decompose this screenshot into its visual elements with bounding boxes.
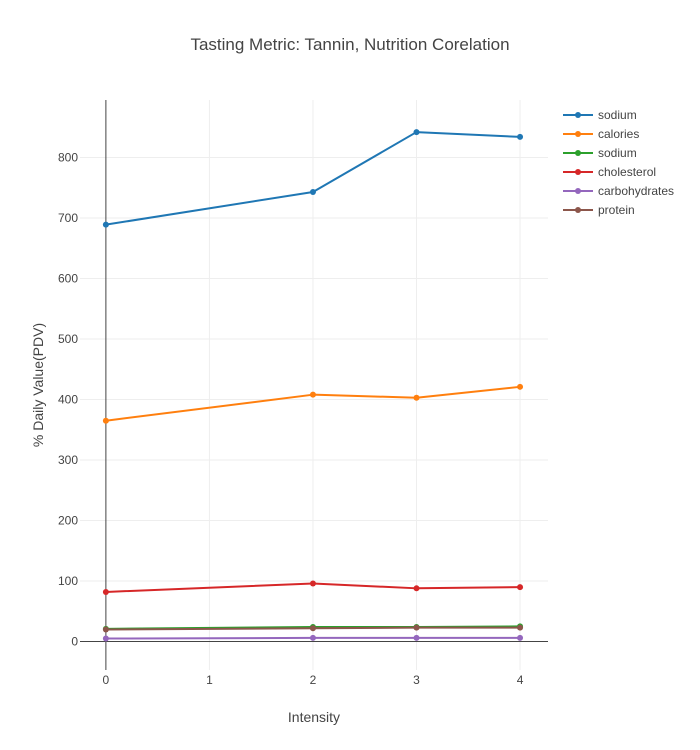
legend-swatch-marker <box>575 112 581 118</box>
grid <box>80 100 548 670</box>
data-point <box>413 624 420 631</box>
legend: sodium calories sodium cholesterol carbohydr… <box>563 108 674 217</box>
data-point <box>309 188 316 195</box>
x-tick-label: 0 <box>103 673 110 687</box>
series-carbohydrates <box>102 634 524 642</box>
legend-swatch-marker <box>575 207 581 213</box>
data-point <box>517 624 524 631</box>
legend-swatch-marker <box>575 150 581 156</box>
data-point <box>102 588 109 595</box>
series-line <box>105 385 521 422</box>
legend-label: protein <box>598 203 635 217</box>
data-point <box>413 394 420 401</box>
y-tick-label: 400 <box>58 393 78 407</box>
legend-item: cholesterol <box>563 165 656 179</box>
y-tick-label: 0 <box>71 635 78 649</box>
data-point <box>309 580 316 587</box>
legend-swatch-marker <box>575 131 581 137</box>
y-axis-title: % Daily Value(PDV) <box>30 323 46 447</box>
legend-item: carbohydrates <box>563 184 674 198</box>
data-point <box>517 383 524 390</box>
legend-swatch-marker <box>575 188 581 194</box>
legend-item: sodium <box>563 108 637 122</box>
series-sodium <box>102 129 524 228</box>
data-point <box>413 585 420 592</box>
y-tick-label: 800 <box>58 150 78 164</box>
data-point <box>309 634 316 641</box>
data-point <box>517 584 524 591</box>
y-tick-label: 200 <box>58 514 78 528</box>
data-point <box>102 626 109 633</box>
y-tick-label: 100 <box>58 574 78 588</box>
tick-labels: 0 100 200 300 400 500 600 700 800 0 1 2 3 4 <box>58 150 524 687</box>
series-cholesterol <box>102 580 524 595</box>
data-point <box>102 221 109 228</box>
x-tick-label: 2 <box>310 673 317 687</box>
data-point <box>517 133 524 140</box>
data-point <box>517 634 524 641</box>
legend-label: carbohydrates <box>598 184 674 198</box>
series-calories <box>102 383 524 424</box>
legend-item: calories <box>563 127 639 141</box>
legend-item: protein <box>563 203 635 217</box>
series-line <box>105 131 521 226</box>
series-protein <box>102 624 524 633</box>
axes <box>80 100 548 670</box>
y-tick-label: 500 <box>58 332 78 346</box>
y-tick-label: 700 <box>58 211 78 225</box>
x-axis-title: Intensity <box>288 709 340 725</box>
series-line <box>105 636 521 640</box>
data-point <box>413 129 420 136</box>
legend-swatch-marker <box>575 169 581 175</box>
legend-label: cholesterol <box>598 165 656 179</box>
legend-item: sodium <box>563 146 637 160</box>
y-tick-label: 300 <box>58 453 78 467</box>
data-point <box>102 417 109 424</box>
data-point <box>309 391 316 398</box>
legend-label: sodium <box>598 108 637 122</box>
x-tick-label: 4 <box>517 673 524 687</box>
data-point <box>413 634 420 641</box>
series-line <box>105 626 521 631</box>
y-tick-label: 600 <box>58 272 78 286</box>
x-tick-label: 1 <box>206 673 213 687</box>
x-tick-label: 3 <box>413 673 420 687</box>
series-layer <box>102 129 524 642</box>
legend-label: sodium <box>598 146 637 160</box>
series-line <box>105 582 521 593</box>
data-point <box>102 635 109 642</box>
legend-label: calories <box>598 127 639 141</box>
data-point <box>309 625 316 632</box>
chart-title: Tasting Metric: Tannin, Nutrition Corela… <box>190 35 509 54</box>
